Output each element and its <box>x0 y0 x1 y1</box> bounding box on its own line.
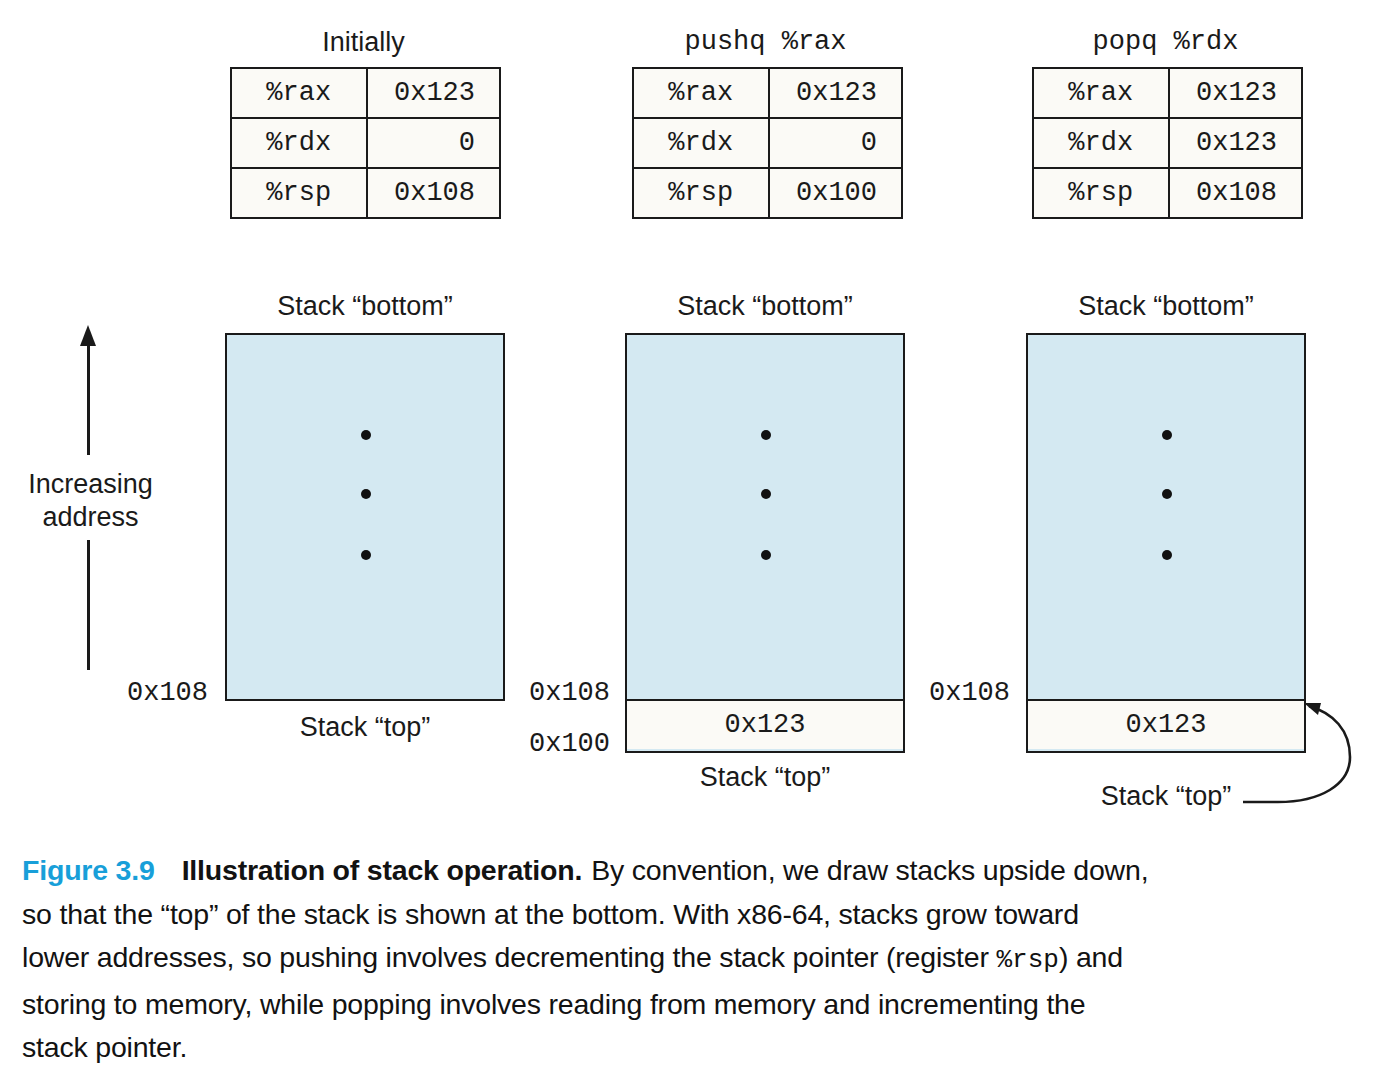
table-title-popq: popq %rdx <box>1032 27 1299 57</box>
table-row: %rax 0x123 <box>1034 69 1301 117</box>
address-label-0x108: 0x108 <box>108 678 208 708</box>
table-row: %rax 0x123 <box>634 69 901 117</box>
table-row: %rsp 0x108 <box>1034 167 1301 217</box>
table-row: %rdx 0 <box>232 117 499 167</box>
register-table-initially: %rax 0x123 %rdx 0 %rsp 0x108 <box>230 67 501 219</box>
ellipsis-dot <box>761 489 771 499</box>
caption-line: Figure 3.9 Illustration of stack operatio… <box>22 849 1380 893</box>
register-value: 0x108 <box>368 169 500 217</box>
register-value: 0x100 <box>770 169 902 217</box>
table-row: %rax 0x123 <box>232 69 499 117</box>
ellipsis-dot <box>361 550 371 560</box>
ellipsis-dot <box>761 550 771 560</box>
caption-text: ) and <box>1059 941 1123 973</box>
register-name: %rsp <box>1034 169 1170 217</box>
register-value: 0 <box>770 119 902 167</box>
stack-bottom-label: Stack “bottom” <box>1026 291 1306 322</box>
register-value: 0x123 <box>368 69 500 117</box>
register-value: 0 <box>368 119 500 167</box>
stack-bottom-label: Stack “bottom” <box>625 291 905 322</box>
axis-label-line1: Increasing <box>8 468 173 501</box>
register-table-popq: %rax 0x123 %rdx 0x123 %rsp 0x108 <box>1032 67 1303 219</box>
table-row: %rdx 0 <box>634 117 901 167</box>
address-label-0x108: 0x108 <box>510 678 610 708</box>
address-label-0x108: 0x108 <box>910 678 1010 708</box>
axis-label: Increasing address <box>8 468 173 534</box>
up-arrow-icon <box>80 325 96 346</box>
axis-line-lower <box>87 540 90 670</box>
caption-code-rsp: %rsp <box>996 945 1058 975</box>
ellipsis-dot <box>361 430 371 440</box>
figure-number: Figure 3.9 <box>22 854 155 886</box>
table-row: %rsp 0x100 <box>634 167 901 217</box>
ellipsis-dot <box>1162 430 1172 440</box>
register-name: %rsp <box>232 169 368 217</box>
register-table-pushq: %rax 0x123 %rdx 0 %rsp 0x100 <box>632 67 903 219</box>
caption-line: lower addresses, so pushing involves dec… <box>22 936 1380 983</box>
register-value: 0x108 <box>1170 169 1302 217</box>
stack-upper-region <box>627 335 903 701</box>
caption-text: By convention, we draw stacks upside dow… <box>591 854 1148 886</box>
stack-upper-region <box>1028 335 1304 701</box>
pushed-value-cell: 0x123 <box>627 701 903 749</box>
register-name: %rsp <box>634 169 770 217</box>
register-name: %rax <box>1034 69 1170 117</box>
address-label-0x100: 0x100 <box>510 729 610 759</box>
stack-top-pointer-arrow <box>1240 688 1370 813</box>
register-name: %rdx <box>634 119 770 167</box>
axis-line-upper <box>87 345 90 455</box>
register-value: 0x123 <box>770 69 902 117</box>
figure-caption: Figure 3.9 Illustration of stack operatio… <box>22 849 1380 1070</box>
figure-3-9-stack-operation: Initially %rax 0x123 %rdx 0 %rsp 0x108 p… <box>0 0 1388 1078</box>
table-row: %rsp 0x108 <box>232 167 499 217</box>
caption-text: so that the “top” of the stack is shown … <box>22 898 1079 930</box>
ellipsis-dot <box>761 430 771 440</box>
register-name: %rax <box>634 69 770 117</box>
table-row: %rdx 0x123 <box>1034 117 1301 167</box>
table-title-initially: Initially <box>230 27 497 58</box>
caption-text: lower addresses, so pushing involves dec… <box>22 941 996 973</box>
ellipsis-dot <box>1162 489 1172 499</box>
stack-memory-region-2: 0x123 <box>625 333 905 753</box>
register-name: %rdx <box>232 119 368 167</box>
table-title-pushq: pushq %rax <box>632 27 899 57</box>
stack-top-label: Stack “top” <box>625 762 905 793</box>
caption-line: stack pointer. <box>22 1026 1380 1070</box>
register-name: %rax <box>232 69 368 117</box>
axis-label-line2: address <box>8 501 173 534</box>
register-value: 0x123 <box>1170 69 1302 117</box>
ellipsis-dot <box>361 489 371 499</box>
caption-line: storing to memory, while popping involve… <box>22 983 1380 1027</box>
register-name: %rdx <box>1034 119 1170 167</box>
caption-line: so that the “top” of the stack is shown … <box>22 893 1380 937</box>
caption-text: stack pointer. <box>22 1031 187 1063</box>
caption-title: Illustration of stack operation. <box>182 854 583 886</box>
stack-top-label: Stack “top” <box>225 712 505 743</box>
caption-text: storing to memory, while popping involve… <box>22 988 1085 1020</box>
stack-bottom-label: Stack “bottom” <box>225 291 505 322</box>
stack-memory-region-1 <box>225 333 505 701</box>
ellipsis-dot <box>1162 550 1172 560</box>
register-value: 0x123 <box>1170 119 1302 167</box>
